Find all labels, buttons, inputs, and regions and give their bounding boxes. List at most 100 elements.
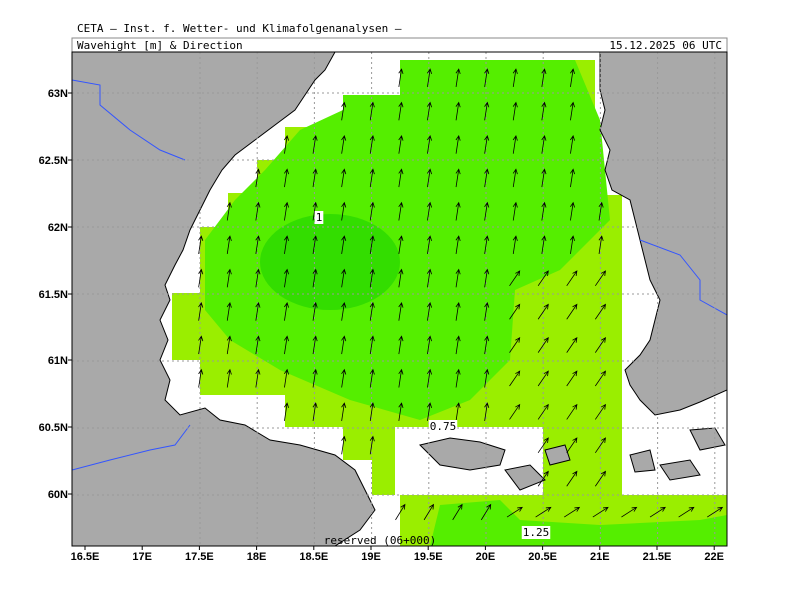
arrow [341,101,347,121]
arrow [312,402,318,421]
arrow [341,301,347,321]
arrow [426,301,433,321]
arrow [566,270,578,287]
arrow [255,235,261,254]
lat-label: 60.5N [39,422,68,434]
arrow [283,301,290,321]
arrow [512,168,518,188]
arrow [341,402,347,421]
lat-label: 61.5N [39,289,68,301]
arrow [569,134,576,154]
lon-label: 17.5E [185,551,214,563]
arrow [509,370,521,387]
arrow [455,68,461,87]
arrow [312,235,318,254]
arrow [312,368,318,388]
graticule [72,52,727,546]
wave-field-mid [205,60,727,546]
arrow [198,268,204,288]
arrow [283,168,290,188]
lat-label: 61N [48,355,68,367]
arrow [255,168,261,188]
arrow [369,435,375,455]
arrow [484,402,490,421]
arrow [455,335,461,355]
arrow [509,337,521,353]
arrow [226,201,232,221]
arrow [423,503,434,521]
arrow [369,268,375,288]
arrow [541,235,547,254]
arrow [455,101,461,121]
arrow [566,370,578,387]
arrow [283,335,290,355]
arrow [535,506,552,518]
arrow [621,506,638,518]
arrow [341,201,347,221]
arrow [455,134,461,154]
arrow [283,402,290,421]
arrow [509,303,521,320]
header-title: CETA — Inst. f. Wetter- und Klimafolgena… [77,22,402,35]
lon-label: 22E [704,551,724,563]
arrow [426,268,433,288]
lat-label: 62N [48,222,68,234]
arrow [564,506,581,518]
arrow [341,134,347,154]
arrow [369,301,375,321]
arrow [255,301,261,321]
arrow [566,437,578,454]
arrow [369,134,375,154]
lon-label: 19.5E [414,551,443,563]
arrow [341,335,347,355]
arrow [594,470,607,487]
arrow [569,101,576,121]
arrow [426,134,433,154]
arrow [398,101,404,121]
lon-label: 17E [132,551,152,563]
arrow [398,168,404,188]
arrow [512,68,518,87]
contour-label-bg [521,526,551,539]
arrow [426,368,433,388]
arrow [283,201,290,221]
arrow [426,168,433,188]
arrow [426,402,433,421]
arrow [283,235,290,254]
arrow [569,235,576,254]
arrow [226,335,232,355]
arrow [484,235,490,254]
arrow [398,68,404,87]
arrow [452,503,463,521]
contour-label: 1 [316,211,323,224]
arrow [512,235,518,254]
arrow [255,268,261,288]
arrow [512,201,518,221]
arrow [537,437,549,454]
arrow [255,335,261,355]
arrow [226,268,232,288]
arrow [537,303,549,320]
arrow [198,301,204,321]
contour-label: 1.25 [523,526,550,539]
arrow [455,301,461,321]
lon-label: 21.5E [643,551,672,563]
arrow [541,68,547,87]
arrow [398,368,404,388]
map-area [72,52,727,546]
arrow [455,368,461,388]
arrow [398,235,404,254]
arrow [226,301,232,321]
arrow [426,101,433,121]
arrow [341,268,347,288]
arrow [598,201,604,221]
arrow [649,506,666,518]
arrow [369,335,375,355]
arrow [484,168,490,188]
arrow [566,337,578,353]
arrow [226,368,232,388]
lon-label: 20.5E [528,551,557,563]
arrow [566,470,578,487]
arrow [541,201,547,221]
